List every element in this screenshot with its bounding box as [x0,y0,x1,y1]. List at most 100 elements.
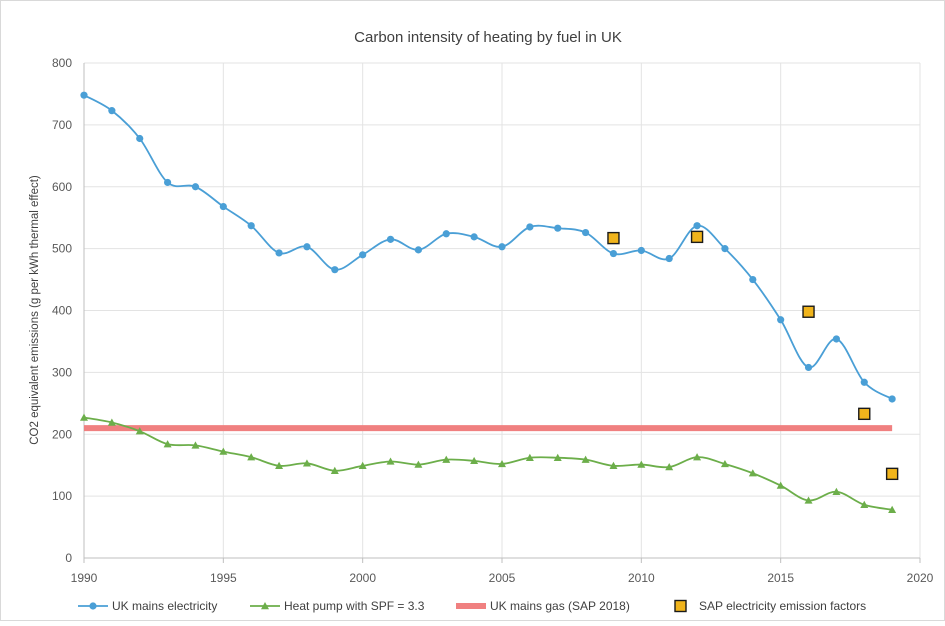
x-tick-label: 2010 [628,571,655,585]
data-point [858,407,871,421]
legend: UK mains electricity Heat pump with SPF =… [78,599,866,613]
x-tick-label: 1990 [71,571,98,585]
data-point [776,481,785,489]
data-point [690,230,704,244]
data-point [275,461,284,470]
data-point [358,461,367,470]
data-point [107,418,116,426]
data-point [832,335,841,343]
data-point [885,467,899,481]
data-point [607,231,620,245]
legend-item: UK mains gas (SAP 2018) [456,599,630,613]
data-point [609,461,618,470]
data-point [888,395,896,403]
data-point [302,459,311,467]
data-point [386,235,395,243]
y-axis-label: CO2 equivalent emissions (g per kWh ther… [29,175,41,445]
data-point [525,453,534,461]
legend-label: SAP electricity emission factors [699,599,866,613]
data-point [637,246,645,255]
data-point [804,496,813,504]
data-point [581,455,590,463]
legend-label: Heat pump with SPF = 3.3 [284,599,425,613]
legend-item: SAP electricity emission factors [674,599,866,613]
data-point [693,222,701,230]
data-point [804,363,813,372]
data-point [80,413,88,421]
data-point [386,457,395,465]
y-tick-label: 100 [52,489,72,503]
y-tick-label: 200 [52,427,72,441]
data-point [860,500,869,508]
legend-swatch [674,599,687,613]
data-point [136,134,144,143]
data-point [693,453,702,461]
data-point [777,316,785,324]
legend-marker [89,602,97,610]
legend-label: UK mains gas (SAP 2018) [490,599,630,613]
data-point [582,228,590,237]
x-tick-label: 2020 [907,571,934,585]
data-point [108,107,116,115]
data-point [553,453,562,461]
data-point [275,249,283,257]
data-point [135,427,144,435]
data-point [802,305,815,318]
series-sap-electricity-emission-factors [607,230,899,481]
x-tick-label: 2005 [489,571,516,585]
series-uk-mains-electricity [80,91,896,403]
axes: 0 100 200 300 400 500 600 700 800 1990 1995 2000 200… [52,56,934,585]
y-tick-label: 700 [52,118,72,132]
data-point [414,246,422,254]
y-tick-label: 500 [52,242,72,256]
data-point [720,459,729,468]
data-point [498,459,506,468]
data-point [164,178,172,187]
data-point [359,251,367,259]
data-point [526,223,534,231]
y-tick-label: 0 [65,551,72,565]
data-point [191,441,200,449]
series-group [80,91,899,513]
y-tick-label: 400 [52,304,72,318]
data-point [219,447,228,455]
data-point [665,463,674,471]
data-point [442,230,450,238]
x-tick-label: 1995 [210,571,237,585]
y-tick-label: 600 [52,180,72,194]
data-point [748,469,757,477]
data-point [554,224,562,232]
data-point [749,275,757,284]
data-point [832,487,841,495]
data-point [637,460,646,468]
legend-marker [261,602,269,610]
data-point [609,249,618,258]
data-point [303,243,311,251]
data-point [330,466,339,474]
y-tick-label: 800 [52,56,72,70]
data-point [331,266,339,274]
data-point [721,245,729,253]
legend-label: UK mains electricity [112,599,217,613]
chart-title: Carbon intensity of heating by fuel in U… [354,29,622,46]
data-point [665,254,673,263]
x-tick-label: 2015 [767,571,794,585]
data-point [860,378,868,386]
y-tick-label: 300 [52,365,72,379]
data-point [888,505,897,513]
data-point [470,456,479,465]
data-point [219,202,227,211]
data-point [80,91,88,99]
x-tick-label: 2000 [349,571,376,585]
gridlines [84,62,921,558]
data-point [470,233,478,241]
legend-item: UK mains electricity [78,599,217,613]
data-point [247,453,256,461]
data-point [442,455,451,463]
data-point [191,183,200,191]
data-point [163,440,172,448]
data-point [247,222,255,230]
series-heat-pump-with-spf-3-3 [80,413,897,513]
